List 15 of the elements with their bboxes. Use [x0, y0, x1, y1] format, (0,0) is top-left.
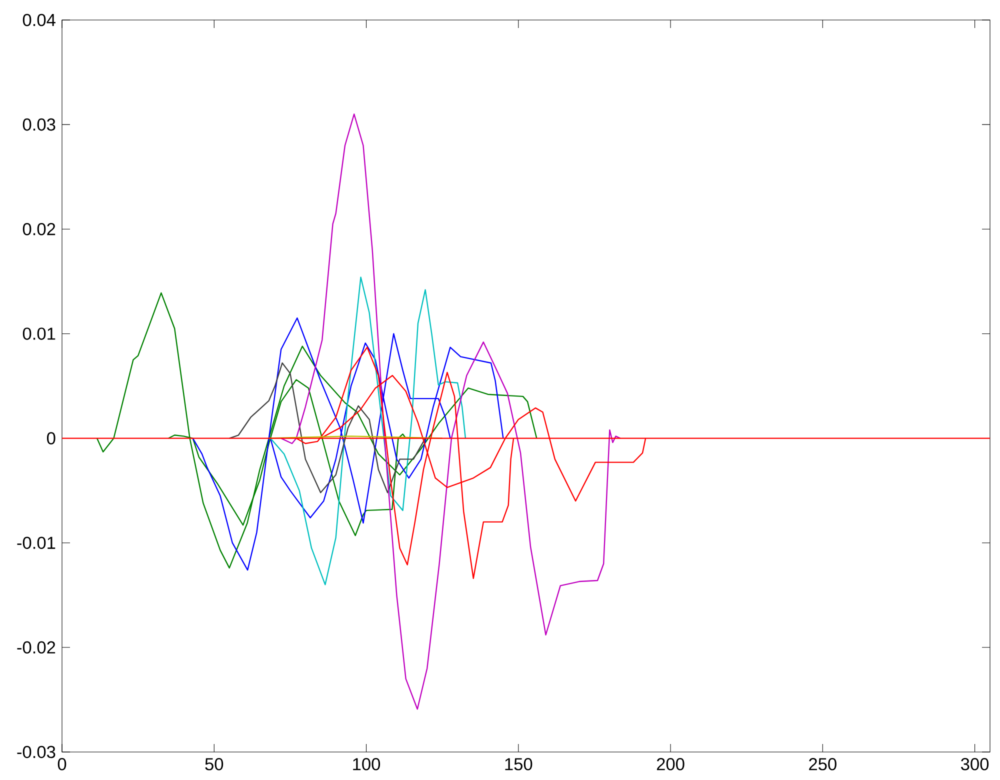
y-tick-label: 0.04: [22, 14, 56, 26]
x-tick-label: 150: [505, 758, 532, 770]
x-tick-label: 0: [58, 758, 66, 770]
x-tick-label: 250: [809, 758, 836, 770]
x-tick-label: 100: [353, 758, 380, 770]
y-tick-label: 0: [46, 432, 56, 444]
y-tick-label: 0.03: [22, 118, 56, 131]
y-tick-label: -0.02: [17, 641, 56, 654]
y-tick-label: 0.02: [22, 222, 56, 236]
y-tick-label: 0.01: [22, 328, 56, 340]
x-tick-label: 200: [656, 758, 684, 770]
x-tick-label: 300: [961, 758, 989, 770]
y-tick-label: -0.03: [17, 746, 56, 758]
x-tick-label: 50: [205, 758, 224, 770]
y-tick-label: -0.01: [17, 536, 56, 549]
